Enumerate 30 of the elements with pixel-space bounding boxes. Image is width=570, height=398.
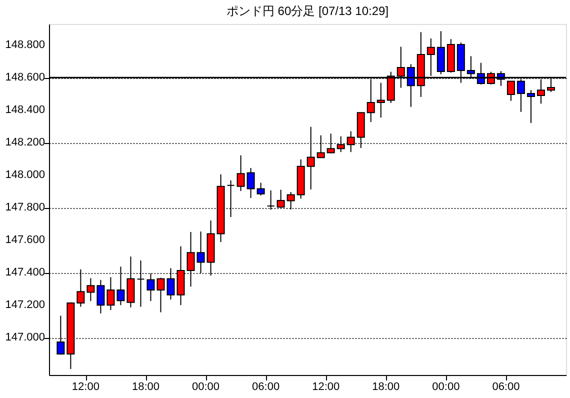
x-tick-label: 00:00: [432, 381, 460, 393]
chart-title: ポンド円 60分足 [07/13 10:29]: [226, 4, 389, 18]
y-tick-label: 147.600: [5, 234, 45, 246]
y-tick-label: 148.000: [5, 169, 45, 182]
candlestick: [106, 276, 115, 310]
candlestick: [96, 279, 105, 314]
candlestick: [256, 182, 265, 196]
x-tick-label: 06:00: [252, 381, 280, 393]
y-tick-label: 147.800: [5, 202, 45, 214]
y-tick-label: 147.400: [5, 266, 45, 279]
candlestick: [86, 278, 95, 302]
x-tick-label: 00:00: [192, 381, 220, 393]
y-tick-label: 148.400: [5, 104, 45, 116]
candlestick: [246, 167, 255, 199]
candlestick: [526, 90, 535, 124]
y-tick-label: 148.600: [5, 72, 45, 84]
candlestick: [156, 277, 165, 313]
x-tick-label: 06:00: [492, 381, 520, 393]
x-tick-label: 18:00: [132, 381, 160, 393]
x-tick-label: 12:00: [312, 381, 340, 393]
x-tick-label: 12:00: [72, 381, 100, 393]
candlestick: [306, 126, 315, 190]
candlestick: [186, 232, 195, 288]
candlestick: [236, 154, 245, 192]
y-tick-label: 148.800: [5, 39, 45, 52]
y-tick-label: 147.000: [5, 332, 45, 344]
x-tick-label: 18:00: [372, 381, 400, 393]
y-tick-label: 148.200: [5, 136, 45, 149]
candlestick: [376, 82, 385, 118]
y-tick-label: 147.200: [5, 299, 45, 312]
